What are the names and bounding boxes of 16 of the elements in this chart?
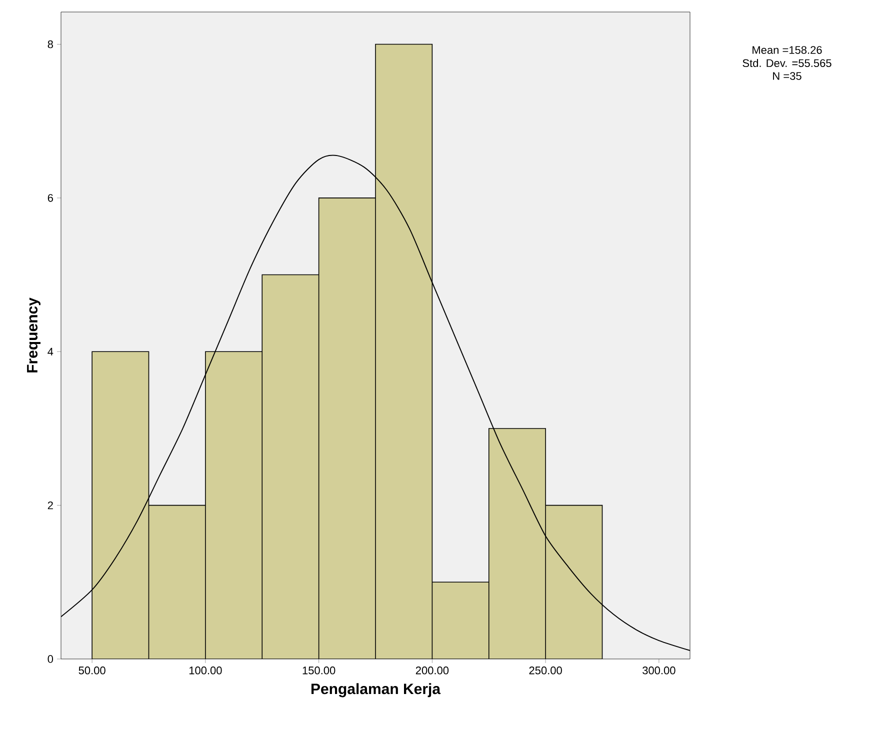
x-tick-label: 300.00 [642,666,676,674]
y-tick-label: 6 [48,194,53,202]
y-tick-label: 0 [48,655,54,663]
x-tick-label: 250.00 [529,666,562,674]
text: Mean =158.26 [752,46,822,54]
x-tick-label: 200.00 [416,666,449,674]
y-axis-title: Frequency [27,298,40,372]
y-tick-label: 8 [48,40,53,48]
x-tick-label: 100.00 [189,666,222,674]
x-tick-label: 50.00 [78,666,106,674]
text: Std. Dev. =55.565 [742,58,832,68]
y-tick-label: 4 [48,348,54,356]
x-axis-title: Pengalaman Kerja [311,683,441,698]
x-tick-label: 150.00 [302,666,336,674]
y-tick-label: 2 [48,501,53,510]
text: N =35 [773,72,802,80]
